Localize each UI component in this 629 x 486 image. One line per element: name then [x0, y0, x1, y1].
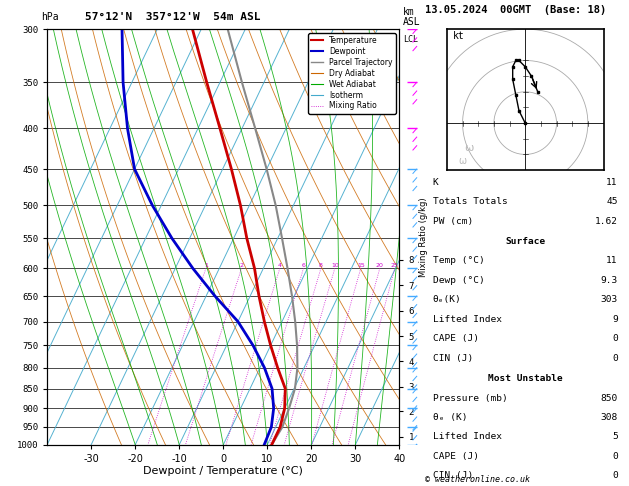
- Text: Lifted Index: Lifted Index: [433, 315, 501, 324]
- Text: Dewp (°C): Dewp (°C): [433, 276, 484, 285]
- Text: 10: 10: [331, 263, 338, 268]
- Text: LCL: LCL: [403, 35, 418, 44]
- Text: 1.62: 1.62: [595, 217, 618, 226]
- Text: θₑ (K): θₑ (K): [433, 413, 467, 422]
- Text: CIN (J): CIN (J): [433, 471, 473, 480]
- Text: 20: 20: [376, 263, 384, 268]
- Text: CAPE (J): CAPE (J): [433, 452, 479, 461]
- Text: 57°12'N  357°12'W  54m ASL: 57°12'N 357°12'W 54m ASL: [85, 12, 260, 22]
- Text: 303: 303: [601, 295, 618, 304]
- Text: ASL: ASL: [403, 17, 420, 27]
- Text: 45: 45: [606, 197, 618, 206]
- Text: 5: 5: [612, 433, 618, 441]
- Text: 25: 25: [391, 263, 399, 268]
- Text: 850: 850: [601, 394, 618, 402]
- Text: 4: 4: [278, 263, 282, 268]
- Text: ω: ω: [464, 143, 474, 153]
- Text: Pressure (mb): Pressure (mb): [433, 394, 508, 402]
- Text: 13.05.2024  00GMT  (Base: 18): 13.05.2024 00GMT (Base: 18): [425, 4, 606, 15]
- Text: 308: 308: [601, 413, 618, 422]
- Text: 1: 1: [204, 263, 208, 268]
- Text: Most Unstable: Most Unstable: [488, 374, 562, 383]
- Text: 11: 11: [606, 178, 618, 187]
- Text: θₑ(K): θₑ(K): [433, 295, 462, 304]
- Text: Totals Totals: Totals Totals: [433, 197, 508, 206]
- X-axis label: Dewpoint / Temperature (°C): Dewpoint / Temperature (°C): [143, 467, 303, 476]
- Text: 0: 0: [612, 354, 618, 363]
- Text: K: K: [433, 178, 438, 187]
- Text: 0: 0: [612, 471, 618, 480]
- Text: Lifted Index: Lifted Index: [433, 433, 501, 441]
- Text: hPa: hPa: [41, 12, 58, 22]
- Text: CIN (J): CIN (J): [433, 354, 473, 363]
- Text: Surface: Surface: [505, 237, 545, 246]
- Text: © weatheronline.co.uk: © weatheronline.co.uk: [425, 474, 530, 484]
- Text: ω: ω: [459, 156, 467, 166]
- Text: 0: 0: [612, 452, 618, 461]
- Text: 11: 11: [606, 257, 618, 265]
- Text: 9: 9: [612, 315, 618, 324]
- Text: 2: 2: [240, 263, 243, 268]
- Text: 8: 8: [319, 263, 323, 268]
- Text: 15: 15: [357, 263, 365, 268]
- Text: kt: kt: [453, 31, 465, 40]
- Text: 9.3: 9.3: [601, 276, 618, 285]
- Text: PW (cm): PW (cm): [433, 217, 473, 226]
- Text: 0: 0: [612, 334, 618, 343]
- Text: km: km: [403, 7, 415, 17]
- Text: CAPE (J): CAPE (J): [433, 334, 479, 343]
- Text: Mixing Ratio (g/kg): Mixing Ratio (g/kg): [419, 197, 428, 277]
- Legend: Temperature, Dewpoint, Parcel Trajectory, Dry Adiabat, Wet Adiabat, Isotherm, Mi: Temperature, Dewpoint, Parcel Trajectory…: [308, 33, 396, 114]
- Text: 6: 6: [301, 263, 306, 268]
- Text: Temp (°C): Temp (°C): [433, 257, 484, 265]
